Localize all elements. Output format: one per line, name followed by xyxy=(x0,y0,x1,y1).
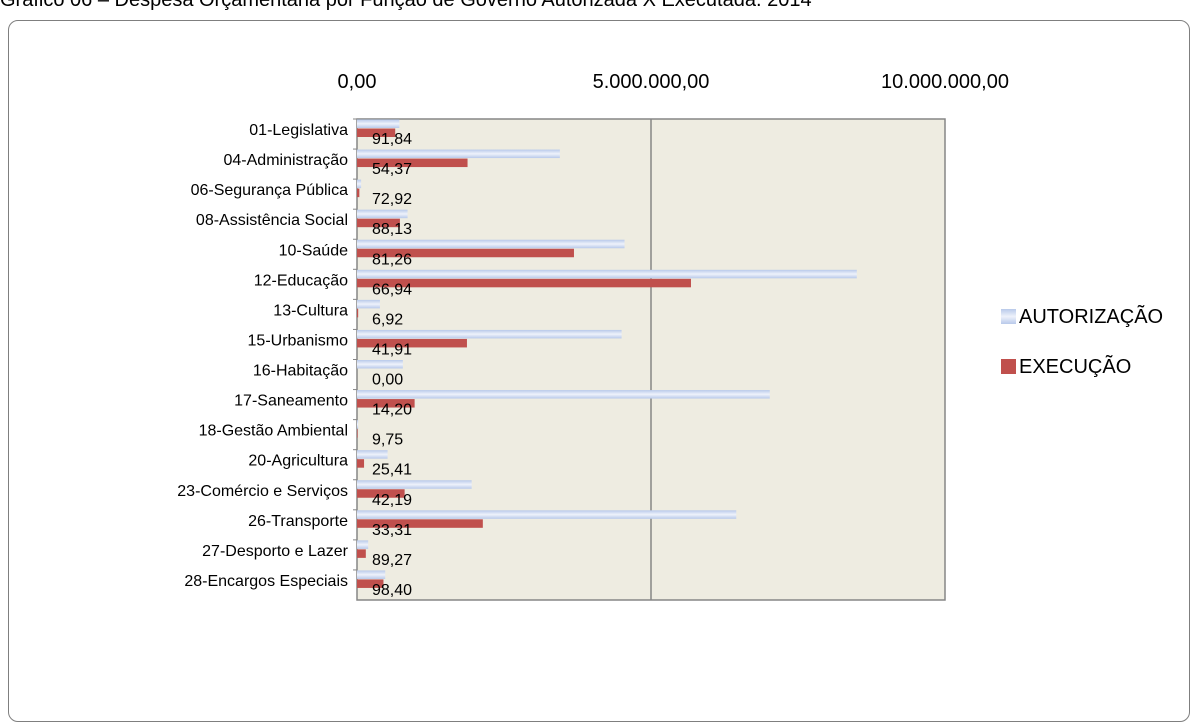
category-label: 04-Administração xyxy=(224,152,349,169)
data-label: 42,19 xyxy=(372,492,412,509)
category-label: 10-Saúde xyxy=(279,242,348,259)
data-label: 33,31 xyxy=(372,522,412,539)
category-label: 28-Encargos Especiais xyxy=(184,573,348,590)
bar-execucao xyxy=(357,188,360,198)
bar-autorizacao xyxy=(357,390,770,399)
bar-execucao xyxy=(357,338,467,348)
category-label: 16-Habitação xyxy=(253,363,348,380)
category-label: 01-Legislativa xyxy=(249,122,348,139)
x-tick-label: 5.000.000,00 xyxy=(593,71,710,93)
bar-autorizacao xyxy=(357,239,625,249)
bar-execucao xyxy=(357,308,359,318)
bar-execucao xyxy=(357,128,396,137)
bar-execucao xyxy=(357,579,384,588)
x-tick-label: 10.000.000,00 xyxy=(881,71,1009,93)
category-label: 08-Assistência Social xyxy=(196,212,348,229)
bar-autorizacao xyxy=(357,480,472,489)
data-label: 54,37 xyxy=(372,161,412,178)
legend-label: AUTORIZAÇÃO xyxy=(1019,304,1163,328)
legend-swatch xyxy=(1001,309,1016,324)
category-label: 27-Desporto e Lazer xyxy=(202,543,349,560)
bar-autorizacao xyxy=(357,420,359,429)
legend: AUTORIZAÇÃO EXECUÇÃO xyxy=(1001,304,1163,378)
bar-execucao xyxy=(357,459,365,468)
bar-execucao xyxy=(357,278,691,288)
category-label: 13-Cultura xyxy=(273,302,348,319)
bar-execucao xyxy=(357,429,358,438)
bar-execucao xyxy=(357,158,468,168)
bar-autorizacao xyxy=(357,329,622,339)
data-label: 25,41 xyxy=(372,462,412,479)
bar-execucao xyxy=(357,248,574,258)
x-tick-label: 0,00 xyxy=(338,71,377,93)
bar-autorizacao xyxy=(357,209,408,219)
data-label: 89,27 xyxy=(372,552,412,569)
bar-autorizacao xyxy=(357,149,560,159)
bar-autorizacao xyxy=(357,570,386,579)
data-label: 14,20 xyxy=(372,402,412,419)
bar-autorizacao xyxy=(357,119,400,128)
category-label: 06-Segurança Pública xyxy=(191,182,349,199)
bar-autorizacao xyxy=(357,450,388,459)
bar-execucao xyxy=(357,218,400,228)
category-label: 17-Saneamento xyxy=(234,393,348,410)
bar-execucao xyxy=(357,519,483,528)
category-label: 18-Gestão Ambiental xyxy=(199,423,348,440)
category-label: 20-Agricultura xyxy=(248,453,348,470)
bar-execucao xyxy=(357,549,366,558)
bar-execucao xyxy=(357,489,405,498)
data-label: 91,84 xyxy=(372,131,412,148)
category-label: 12-Educação xyxy=(254,272,348,289)
legend-label: EXECUÇÃO xyxy=(1019,354,1131,378)
bar-autorizacao xyxy=(357,540,369,549)
data-label: 41,91 xyxy=(372,341,412,358)
chart-title: Gráfico 06 – Despesa Orçamentária por Fu… xyxy=(0,0,812,11)
data-label: 98,40 xyxy=(372,582,412,599)
bar-autorizacao xyxy=(357,299,380,309)
data-label: 9,75 xyxy=(372,432,403,449)
bar-autorizacao xyxy=(357,360,403,369)
bar-autorizacao xyxy=(357,510,737,519)
data-label: 81,26 xyxy=(372,251,412,268)
bar-autorizacao xyxy=(357,269,857,279)
category-label: 23-Comércio e Serviços xyxy=(177,483,348,500)
bar-autorizacao xyxy=(357,179,362,189)
data-label: 6,92 xyxy=(372,311,403,328)
data-label: 72,92 xyxy=(372,191,412,208)
category-label: 15-Urbanismo xyxy=(248,332,349,349)
bar-execucao xyxy=(357,399,415,408)
category-label: 26-Transporte xyxy=(248,513,348,530)
data-label: 88,13 xyxy=(372,221,412,238)
data-label: 0,00 xyxy=(372,372,403,389)
data-label: 66,94 xyxy=(372,281,412,298)
legend-swatch xyxy=(1001,359,1016,374)
bar-chart: 0,00 5.000.000,00 10.000.000,00 01-Legisla… xyxy=(177,71,1163,601)
